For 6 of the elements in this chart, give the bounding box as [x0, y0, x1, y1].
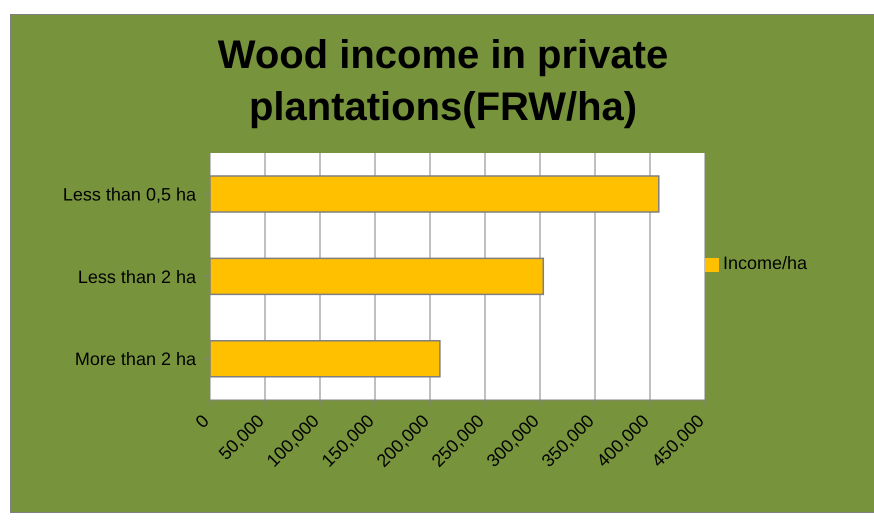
legend-label: Income/ha [723, 253, 808, 273]
y-tick-label: Less than 0,5 ha [62, 184, 197, 205]
x-tick-label: 0 [192, 410, 213, 432]
y-tick-label: Less than 2 ha [78, 266, 197, 287]
y-tick-label: More than 2 ha [74, 349, 197, 370]
chart-title: Wood income in private plantations(FRW/ha) [216, 32, 670, 131]
